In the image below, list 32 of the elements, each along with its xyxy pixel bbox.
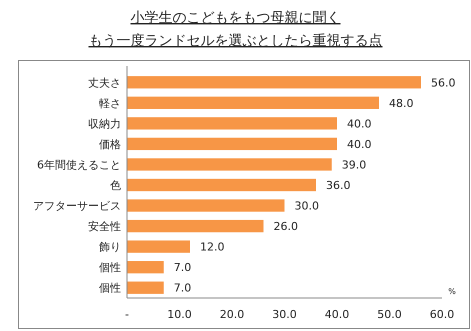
data-label: 7.0 bbox=[174, 282, 192, 295]
x-tick-label: 60.0 bbox=[430, 308, 454, 321]
x-tick-label: 20.0 bbox=[220, 308, 244, 321]
y-tick-label: 6年間使えること bbox=[37, 158, 121, 172]
y-tick-label: 丈夫さ bbox=[88, 76, 121, 90]
x-tick-label: 40.0 bbox=[324, 308, 350, 321]
x-axis-title: % bbox=[448, 287, 456, 296]
data-label: 48.0 bbox=[389, 96, 414, 110]
x-tick-label: 10.0 bbox=[167, 308, 192, 321]
y-tick-label: 色 bbox=[110, 179, 121, 192]
title: 小学生のこどもをもつ母親に聞く bbox=[130, 10, 340, 26]
y-tick-label: 個性 bbox=[99, 261, 121, 274]
data-label: 7.0 bbox=[174, 261, 192, 274]
y-tick-label: 飾り bbox=[99, 240, 121, 254]
x-tick-label: 30.0 bbox=[272, 308, 297, 321]
y-tick-label: 安全性 bbox=[88, 220, 121, 234]
data-label: 36.0 bbox=[326, 179, 350, 192]
subtitle: もう一度ランドセルを選ぶとしたら重視する点 bbox=[88, 33, 382, 49]
y-tick-label: 価格 bbox=[99, 138, 121, 151]
data-label: 39.0 bbox=[342, 158, 366, 172]
x-tick-label: - bbox=[125, 308, 130, 321]
data-label: 56.0 bbox=[431, 76, 456, 90]
data-label: 40.0 bbox=[347, 117, 372, 130]
x-tick-label: 50.0 bbox=[377, 308, 402, 321]
data-label: 12.0 bbox=[200, 240, 224, 254]
y-tick-label: 個性 bbox=[99, 282, 121, 295]
y-tick-label: 軽さ bbox=[99, 96, 121, 110]
y-tick-label: アフターサービス bbox=[33, 200, 121, 213]
y-tick-label: 収納力 bbox=[88, 117, 121, 130]
data-label: 30.0 bbox=[294, 200, 319, 213]
data-label: 40.0 bbox=[347, 138, 372, 151]
data-label: 26.0 bbox=[274, 220, 298, 234]
